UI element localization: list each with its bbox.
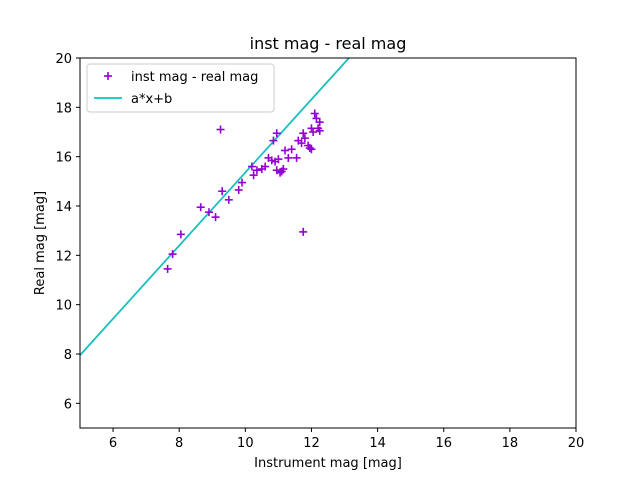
y-tick-label: 8 xyxy=(64,348,72,363)
data-point xyxy=(216,125,225,134)
data-point xyxy=(307,145,316,154)
data-point xyxy=(297,139,306,148)
y-axis-label: Real mag [mag] xyxy=(33,191,48,295)
data-point xyxy=(284,153,293,162)
data-point xyxy=(299,227,308,236)
x-tick-label: 6 xyxy=(109,436,117,451)
data-point xyxy=(305,144,314,153)
y-tick-label: 12 xyxy=(55,249,72,264)
data-point xyxy=(261,162,270,171)
data-point xyxy=(238,178,247,187)
fit-line xyxy=(80,58,351,356)
x-tick-label: 16 xyxy=(435,436,452,451)
y-tick-label: 18 xyxy=(55,101,72,116)
x-axis: 6 8 10 12 14 16 18 20 xyxy=(109,428,584,451)
data-point xyxy=(309,128,318,136)
data-point xyxy=(204,208,213,217)
data-point xyxy=(249,171,258,180)
x-tick-label: 14 xyxy=(369,436,386,451)
x-tick-label: 20 xyxy=(568,436,585,451)
x-tick-label: 8 xyxy=(175,436,183,451)
legend-label-fit: a*x+b xyxy=(131,92,172,107)
data-point xyxy=(272,129,281,138)
data-point xyxy=(196,203,205,212)
data-point xyxy=(315,118,324,127)
data-point xyxy=(274,155,283,164)
x-tick-label: 12 xyxy=(303,436,320,451)
plot-frame xyxy=(79,57,577,429)
data-point xyxy=(168,250,177,259)
data-point xyxy=(163,264,172,273)
data-point xyxy=(247,162,256,171)
data-point xyxy=(224,195,233,204)
chart-title: inst mag - real mag xyxy=(250,34,407,53)
legend-scatter-marker xyxy=(104,72,112,80)
legend-label-scatter: inst mag - real mag xyxy=(131,70,258,85)
x-tick-label: 10 xyxy=(237,436,254,451)
data-point xyxy=(218,187,227,196)
data-point xyxy=(299,129,308,138)
data-point xyxy=(279,165,288,173)
data-point xyxy=(176,230,185,239)
y-tick-label: 14 xyxy=(55,200,72,215)
legend-box xyxy=(86,63,275,113)
x-tick-label: 18 xyxy=(502,436,519,451)
data-point xyxy=(234,185,243,194)
data-point xyxy=(211,213,220,222)
x-axis-label: Instrument mag [mag] xyxy=(254,456,402,471)
data-point xyxy=(252,166,261,175)
y-axis: 6 8 10 12 14 16 18 20 xyxy=(55,52,80,412)
y-tick-label: 16 xyxy=(55,151,72,166)
data-point xyxy=(287,145,296,154)
legend: inst mag - real mag a*x+b xyxy=(86,63,275,113)
y-tick-label: 6 xyxy=(64,397,72,412)
data-point xyxy=(292,153,301,162)
data-point xyxy=(300,134,309,143)
data-point xyxy=(315,126,324,135)
data-point xyxy=(310,109,319,118)
legend-plus-marker xyxy=(104,72,112,80)
y-tick-label: 10 xyxy=(55,299,72,314)
data-point xyxy=(269,136,278,145)
y-tick-label: 20 xyxy=(55,52,72,67)
data-point xyxy=(281,146,290,155)
